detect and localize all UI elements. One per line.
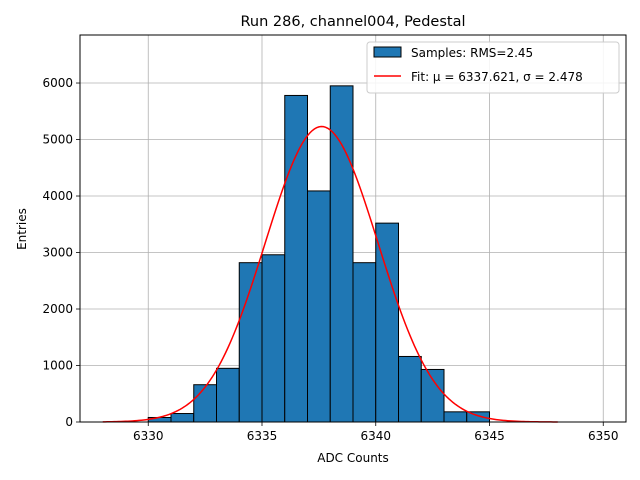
histogram-bar	[443, 411, 468, 423]
y-tick-label: 2000	[42, 302, 73, 316]
y-tick-label: 4000	[42, 189, 73, 203]
y-tick-label: 0	[65, 415, 73, 429]
histogram-bar	[261, 254, 286, 423]
y-tick-label: 3000	[42, 246, 73, 260]
legend-box	[366, 41, 620, 94]
x-tick-label: 6330	[133, 429, 164, 443]
histogram-bar	[307, 190, 331, 423]
fit-curve	[102, 125, 558, 423]
plot-frame	[79, 34, 627, 423]
histogram-bar	[193, 384, 217, 423]
histogram-bar	[375, 222, 399, 423]
histogram-bar	[170, 413, 195, 423]
histogram-bar	[284, 94, 308, 423]
histogram-bar	[420, 368, 445, 423]
x-tick-label: 6345	[474, 429, 505, 443]
chart-title: Run 286, channel004, Pedestal	[240, 14, 465, 30]
x-axis-ticks: 6330 6335 6340 6345 6350	[133, 422, 619, 443]
legend: Samples: RMS=2.45 Fit: μ = 6337.621, σ =…	[366, 41, 620, 94]
x-tick-label: 6350	[588, 429, 619, 443]
y-axis-ticks: 0 1000 2000 3000 4000 5000 6000	[42, 76, 80, 429]
x-tick-label: 6335	[247, 429, 278, 443]
x-tick-label: 6340	[360, 429, 391, 443]
legend-label-samples: Samples: RMS=2.45	[411, 46, 533, 60]
y-axis-label: Entries	[15, 208, 29, 250]
histogram-bar	[216, 367, 240, 423]
y-tick-label: 5000	[42, 133, 73, 147]
legend-label-fit: Fit: μ = 6337.621, σ = 2.478	[411, 70, 583, 84]
y-tick-label: 1000	[42, 359, 73, 373]
histogram-bar	[398, 355, 422, 423]
histogram-bar	[329, 85, 354, 423]
histogram-bar	[352, 262, 377, 423]
x-axis-label: ADC Counts	[317, 451, 389, 465]
y-tick-label: 6000	[42, 76, 73, 90]
histogram-bars	[147, 85, 490, 423]
legend-swatch-samples	[373, 46, 402, 58]
